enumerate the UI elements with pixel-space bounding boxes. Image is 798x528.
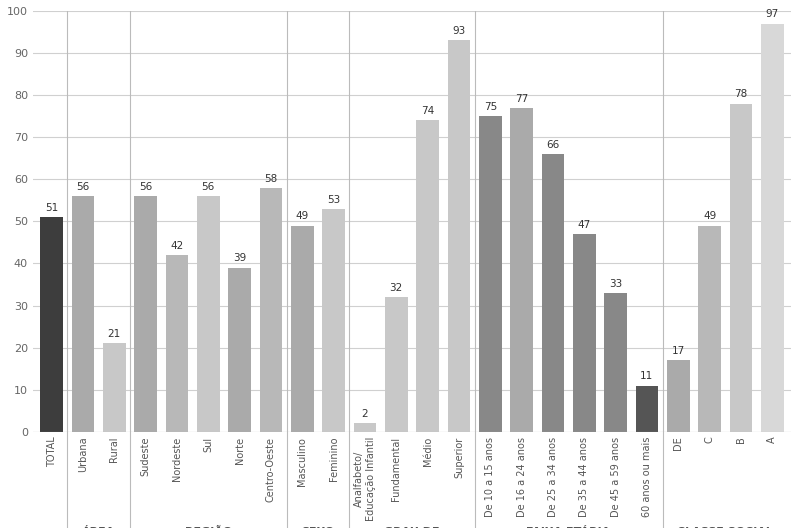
Bar bbox=[417, 120, 439, 432]
Bar bbox=[698, 225, 721, 432]
Bar bbox=[41, 217, 63, 432]
Bar bbox=[103, 343, 125, 432]
Bar bbox=[228, 268, 251, 432]
Text: FAIXA ETÁRIA: FAIXA ETÁRIA bbox=[527, 527, 610, 528]
Text: 49: 49 bbox=[703, 211, 717, 221]
Bar bbox=[72, 196, 94, 432]
Text: 97: 97 bbox=[765, 10, 779, 20]
Text: 56: 56 bbox=[139, 182, 152, 192]
Text: 39: 39 bbox=[233, 253, 247, 263]
Bar bbox=[479, 116, 501, 432]
Text: 51: 51 bbox=[45, 203, 58, 213]
Bar bbox=[166, 255, 188, 432]
Text: 74: 74 bbox=[421, 106, 434, 116]
Bar bbox=[291, 225, 314, 432]
Text: 21: 21 bbox=[108, 329, 120, 339]
Text: 17: 17 bbox=[672, 346, 685, 356]
Text: CLASSE SOCIAL: CLASSE SOCIAL bbox=[678, 527, 773, 528]
Bar bbox=[385, 297, 408, 432]
Text: SEXO: SEXO bbox=[302, 527, 334, 528]
Bar bbox=[322, 209, 345, 432]
Text: 32: 32 bbox=[389, 283, 403, 293]
Bar bbox=[259, 188, 282, 432]
Text: 42: 42 bbox=[170, 241, 184, 251]
Text: 11: 11 bbox=[640, 371, 654, 381]
Bar bbox=[542, 154, 564, 432]
Text: 2: 2 bbox=[361, 409, 368, 419]
Bar bbox=[197, 196, 219, 432]
Text: 58: 58 bbox=[264, 174, 278, 184]
Bar bbox=[573, 234, 595, 432]
Text: 93: 93 bbox=[452, 26, 465, 36]
Text: 75: 75 bbox=[484, 102, 497, 112]
Text: 33: 33 bbox=[609, 279, 622, 289]
Text: 47: 47 bbox=[578, 220, 591, 230]
Text: ÁREA: ÁREA bbox=[82, 527, 115, 528]
Bar bbox=[448, 41, 470, 432]
Text: REGIÃO: REGIÃO bbox=[184, 527, 232, 528]
Bar bbox=[510, 108, 533, 432]
Bar bbox=[729, 103, 753, 432]
Bar bbox=[604, 293, 627, 432]
Text: 77: 77 bbox=[515, 93, 528, 103]
Text: 78: 78 bbox=[734, 89, 748, 99]
Text: GRAU DE
INSTRUÇÃO: GRAU DE INSTRUÇÃO bbox=[376, 527, 448, 528]
Text: 49: 49 bbox=[295, 211, 309, 221]
Bar bbox=[761, 24, 784, 432]
Bar bbox=[354, 423, 376, 432]
Bar bbox=[134, 196, 157, 432]
Bar bbox=[667, 360, 689, 432]
Text: 56: 56 bbox=[202, 182, 215, 192]
Bar bbox=[636, 385, 658, 432]
Text: 66: 66 bbox=[547, 140, 559, 150]
Text: 53: 53 bbox=[327, 194, 340, 204]
Text: 56: 56 bbox=[77, 182, 89, 192]
